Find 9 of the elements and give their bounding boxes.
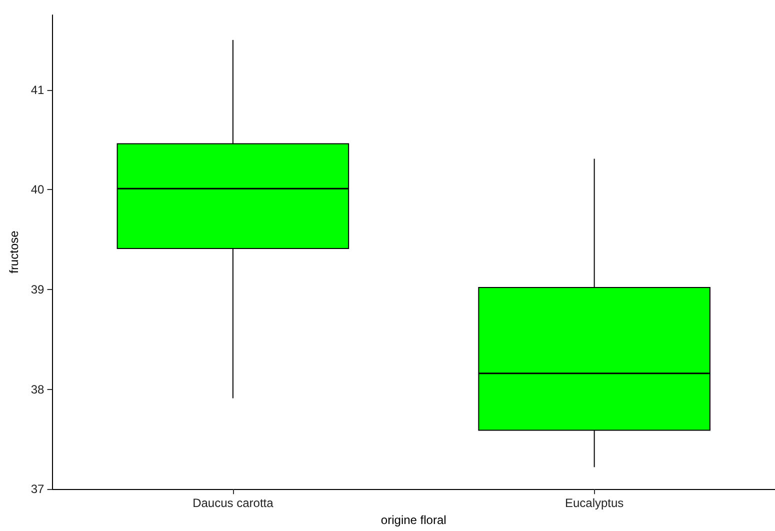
x-axis-title: origine floral	[380, 513, 446, 527]
y-tick-label: 38	[30, 382, 45, 396]
y-tick-label: 40	[30, 182, 45, 197]
x-tick-label: Eucalyptus	[564, 496, 624, 510]
y-axis-title: fructose	[7, 230, 21, 274]
y-tick-label: 41	[30, 82, 45, 97]
y-tick-label: 37	[30, 482, 45, 496]
y-tick-label: 39	[30, 282, 45, 296]
x-tick-label: Daucus carotta	[192, 496, 274, 510]
